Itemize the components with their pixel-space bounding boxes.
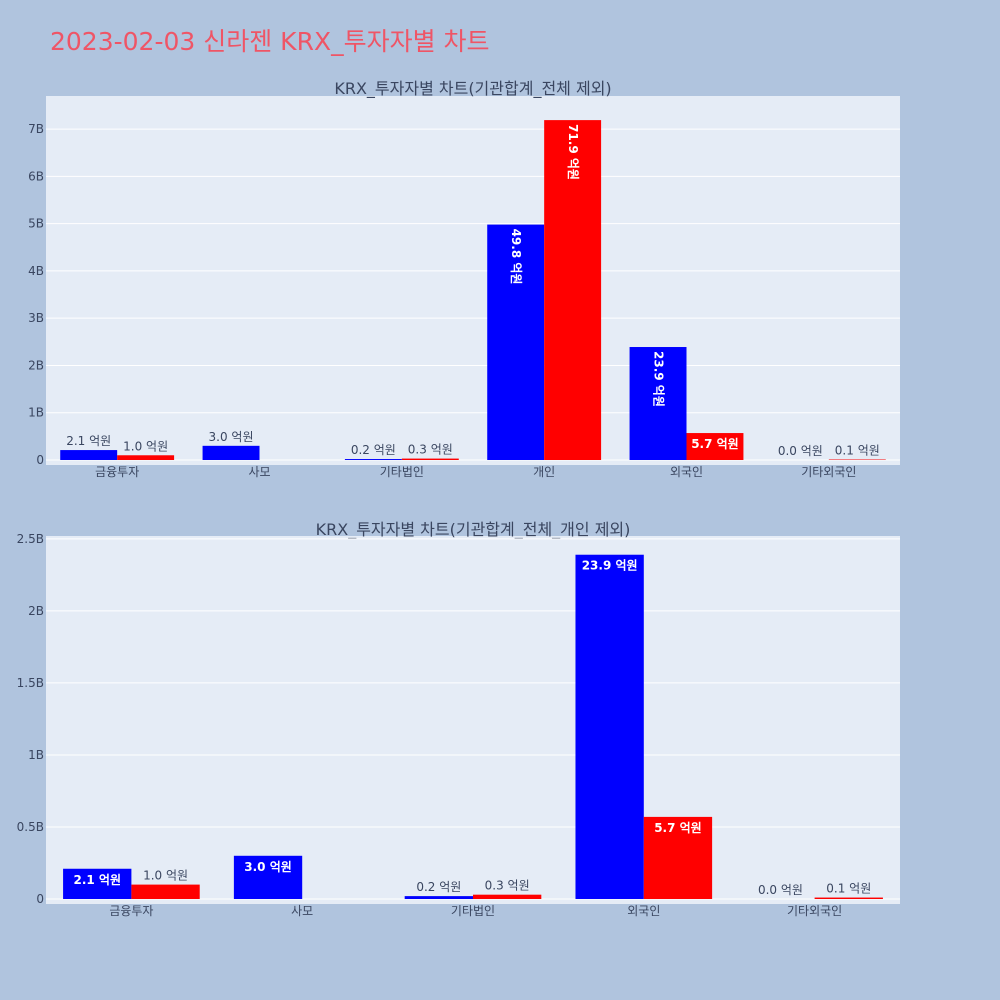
bar <box>202 445 260 460</box>
bar <box>401 458 459 460</box>
data-label: 1.0 억원 <box>143 869 188 883</box>
data-label: 49.8 억원 <box>509 229 523 285</box>
bar <box>487 224 545 460</box>
y-tick-label: 1B <box>28 748 44 762</box>
y-tick-label: 1B <box>28 406 44 420</box>
bar <box>575 554 644 899</box>
x-tick-label: 금융투자 <box>109 904 153 918</box>
data-label: 23.9 억원 <box>582 559 638 573</box>
plot-area-2 <box>46 536 900 904</box>
x-tick-label: 외국인 <box>627 904 660 918</box>
bar <box>63 868 132 899</box>
y-tick-label: 2.5B <box>17 532 44 546</box>
x-tick-label: 금융투자 <box>95 465 139 479</box>
data-label: 5.7 억원 <box>691 437 739 451</box>
x-tick-label: 기타외국인 <box>787 904 842 918</box>
bar <box>686 433 744 460</box>
y-tick-label: 3B <box>28 311 44 325</box>
data-label: 1.0 억원 <box>123 439 168 453</box>
bar <box>404 896 473 899</box>
data-label: 0.1 억원 <box>835 444 880 458</box>
y-tick-label: 1.5B <box>17 676 44 690</box>
bar <box>344 459 402 460</box>
data-label: 2.1 억원 <box>66 434 111 448</box>
data-label: 5.7 억원 <box>654 821 702 835</box>
bar <box>473 894 542 899</box>
data-label: 0.2 억원 <box>416 880 461 894</box>
data-label: 2.1 억원 <box>73 873 121 887</box>
x-tick-label: 외국인 <box>670 465 703 479</box>
chart-title-1: KRX_투자자별 차트(기관합계_전체 제외) <box>334 79 611 99</box>
bar <box>131 884 200 899</box>
bar <box>814 897 883 899</box>
y-tick-label: 0.5B <box>17 820 44 834</box>
bar <box>60 450 118 460</box>
bar <box>544 120 602 460</box>
bar <box>117 455 175 460</box>
y-tick-label: 2B <box>28 604 44 618</box>
data-label: 0.0 억원 <box>758 883 803 897</box>
y-tick-label: 0 <box>36 892 44 906</box>
plot-area-1 <box>46 96 900 465</box>
y-tick-label: 0 <box>36 453 44 467</box>
chart-title-2: KRX_투자자별 차트(기관합계_전체_개인 제외) <box>316 520 631 540</box>
x-tick-label: 기타법인 <box>451 904 495 918</box>
page-title: 2023-02-03 신라젠 KRX_투자자별 차트 <box>50 27 490 56</box>
x-tick-label: 기타외국인 <box>801 465 856 479</box>
bar <box>233 855 303 899</box>
data-label: 71.9 억원 <box>566 124 580 180</box>
bar <box>629 347 687 460</box>
x-tick-label: 사모 <box>248 465 270 479</box>
y-tick-label: 6B <box>28 169 44 183</box>
data-label: 0.0 억원 <box>778 444 823 458</box>
data-label: 0.3 억원 <box>485 879 530 893</box>
x-tick-label: 사모 <box>291 904 313 918</box>
y-tick-label: 4B <box>28 264 44 278</box>
bar <box>643 816 713 899</box>
data-label: 0.3 억원 <box>408 443 453 457</box>
data-label: 0.1 억원 <box>826 882 871 896</box>
data-label: 3.0 억원 <box>209 430 254 444</box>
x-tick-label: 개인 <box>533 465 555 479</box>
y-tick-label: 7B <box>28 122 44 136</box>
y-tick-label: 5B <box>28 217 44 231</box>
y-tick-label: 2B <box>28 358 44 372</box>
data-label: 0.2 억원 <box>351 443 396 457</box>
data-label: 3.0 억원 <box>244 860 292 874</box>
x-tick-label: 기타법인 <box>380 465 424 479</box>
data-label: 23.9 억원 <box>652 351 666 407</box>
